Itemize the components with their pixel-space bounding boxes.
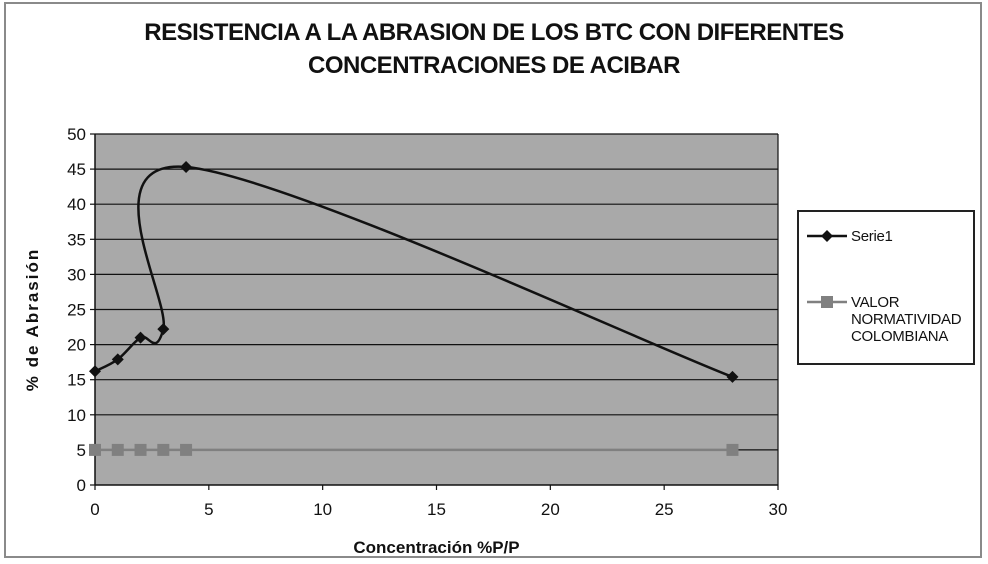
x-axis-ticks: 0 5 10 15 20 25 30 — [90, 485, 787, 519]
y-tick-label-50: 50 — [67, 125, 86, 144]
y-tick-label-0: 0 — [77, 476, 86, 495]
x-tick-label-20: 20 — [541, 500, 560, 519]
data-point-normatividad-4 — [180, 443, 193, 456]
x-tick-label-15: 15 — [427, 500, 446, 519]
y-tick-label-10: 10 — [67, 406, 86, 425]
x-tick-label-30: 30 — [769, 500, 788, 519]
y-tick-label-45: 45 — [67, 160, 86, 179]
data-point-normatividad-0 — [89, 443, 101, 456]
data-point-normatividad-1 — [111, 443, 124, 456]
legend-item-normatividad: VALOR NORMATIVIDAD COLOMBIANA — [807, 294, 962, 345]
data-point-normatividad-2 — [134, 443, 147, 456]
y-tick-label-5: 5 — [77, 441, 86, 460]
y-axis-ticks: 0 5 10 15 20 25 30 35 40 45 50 — [67, 125, 95, 495]
chart-title-line-1: RESISTENCIA A LA ABRASION DE LOS BTC CON… — [144, 19, 844, 46]
legend-swatch-serie1 — [807, 230, 847, 242]
legend-swatch-normatividad — [807, 296, 847, 308]
series-group — [89, 160, 739, 456]
data-point-serie1-3 — [157, 323, 170, 336]
y-tick-label-20: 20 — [67, 336, 86, 355]
series-line-0 — [94, 165, 733, 379]
data-point-serie1-0 — [89, 365, 101, 378]
chart-title-line-2: CONCENTRACIONES DE ACIBAR — [308, 52, 680, 79]
data-point-serie1-1 — [111, 353, 124, 366]
y-tick-label-30: 30 — [67, 265, 86, 284]
data-point-serie1-4 — [180, 160, 193, 173]
legend-item-serie1: Serie1 — [807, 228, 893, 245]
data-point-serie1-5 — [726, 370, 739, 383]
x-axis-title: Concentración %P/P — [353, 538, 519, 557]
x-tick-label-10: 10 — [313, 500, 332, 519]
legend-label-serie1: Serie1 — [851, 228, 893, 245]
x-tick-label-25: 25 — [655, 500, 674, 519]
data-point-normatividad-3 — [157, 443, 170, 456]
y-tick-label-40: 40 — [67, 195, 86, 214]
y-tick-label-35: 35 — [67, 230, 86, 249]
y-tick-label-15: 15 — [67, 371, 86, 390]
data-point-normatividad-5 — [726, 443, 739, 456]
chart-title: RESISTENCIA A LA ABRASION DE LOS BTC CON… — [0, 16, 988, 82]
legend-label-normatividad: VALOR NORMATIVIDAD COLOMBIANA — [851, 294, 962, 345]
data-point-serie1-2 — [134, 331, 147, 344]
x-tick-label-0: 0 — [90, 500, 99, 519]
legend: Serie1 VALOR NORMATIVIDAD COLOMBIANA — [797, 210, 975, 365]
y-axis-title: % de Abrasión — [23, 248, 42, 391]
x-tick-label-5: 5 — [204, 500, 213, 519]
y-tick-label-25: 25 — [67, 301, 86, 320]
